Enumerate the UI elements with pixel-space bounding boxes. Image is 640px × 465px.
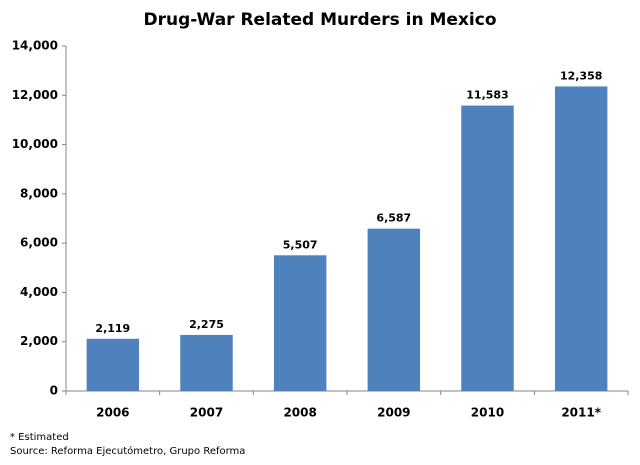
y-tick-label: 2,000 <box>20 334 58 348</box>
bar <box>461 105 514 392</box>
y-tick-label: 8,000 <box>20 186 58 200</box>
data-label: 11,583 <box>466 89 508 102</box>
y-tick-label: 14,000 <box>12 39 58 53</box>
x-tick-label: 2010 <box>471 406 504 420</box>
bar <box>86 338 140 391</box>
y-tick-label: 12,000 <box>12 88 58 102</box>
footnote: * Estimated <box>10 432 69 443</box>
y-tick-label: 4,000 <box>20 285 58 299</box>
bar <box>367 228 421 391</box>
x-tick-label: 2009 <box>377 406 410 420</box>
chart-title: Drug-War Related Murders in Mexico <box>143 10 496 30</box>
data-label: 5,507 <box>283 238 318 251</box>
y-tick-label: 10,000 <box>12 137 58 151</box>
y-tick-label: 0 <box>50 384 58 398</box>
data-label: 6,587 <box>376 212 411 225</box>
footnote: Source: Reforma Ejecutómetro, Grupo Refo… <box>10 445 245 457</box>
bar <box>273 255 327 391</box>
x-tick-label: 2007 <box>190 406 223 420</box>
data-label: 2,275 <box>189 318 224 331</box>
data-label: 12,358 <box>560 69 602 82</box>
data-label: 2,119 <box>95 322 130 335</box>
x-tick-label: 2008 <box>283 406 316 420</box>
y-tick-label: 6,000 <box>20 236 58 250</box>
bar <box>180 334 233 391</box>
bar <box>554 86 608 392</box>
x-tick-label: 2006 <box>96 406 129 420</box>
x-tick-label: 2011* <box>561 406 601 420</box>
